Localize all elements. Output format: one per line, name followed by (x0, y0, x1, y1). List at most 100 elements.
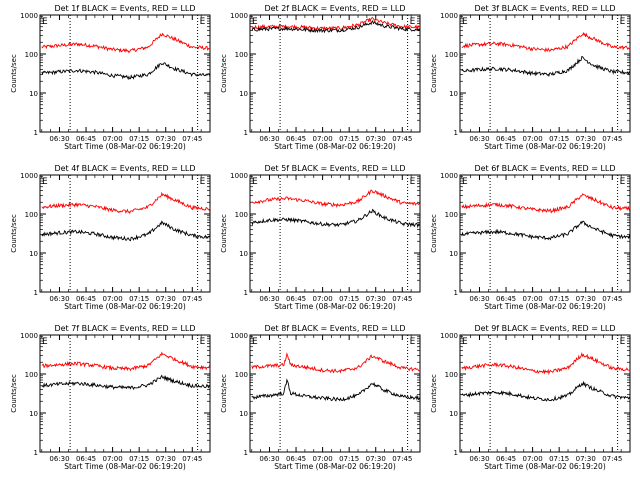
y-tick-label: 10 (239, 410, 248, 418)
events-series-line (461, 56, 631, 78)
y-tick-label: 1000 (20, 332, 38, 340)
x-tick-label: 06:45 (496, 135, 516, 143)
x-axis-label: Start Time (08-Mar-02 06:19:20) (484, 302, 606, 311)
x-axis-label: Start Time (08-Mar-02 06:19:20) (274, 462, 396, 471)
x-tick-label: 06:45 (76, 455, 96, 463)
x-tick-label: 07:00 (313, 455, 333, 463)
x-tick-label: 06:30 (469, 295, 489, 303)
x-tick-label: 07:30 (156, 295, 176, 303)
annotation-label: E (620, 337, 626, 347)
y-tick-label: 10 (29, 410, 38, 418)
annotation-label: E (200, 337, 206, 347)
y-tick-label: 100 (445, 211, 458, 219)
plot-title: Det 6f BLACK = Events, RED = LLD (474, 164, 615, 173)
plot-title: Det 8f BLACK = Events, RED = LLD (264, 324, 405, 333)
y-tick-label: 1 (454, 449, 458, 457)
plot-frame (39, 174, 211, 293)
lld-series-line (251, 17, 421, 32)
x-tick-label: 07:45 (182, 135, 202, 143)
detector-plot-9: Det 9f BLACK = Events, RED = LLD 1 10 100 10… (430, 324, 631, 471)
plot-frame (459, 174, 631, 293)
x-tick-label: 07:00 (103, 135, 123, 143)
x-tick-label: 07:45 (182, 295, 202, 303)
y-tick-label: 1 (454, 129, 458, 137)
annotation-label: E (620, 177, 626, 187)
events-series-line (41, 220, 211, 242)
events-series-line (251, 208, 421, 229)
annotation-label: E (410, 17, 416, 27)
x-tick-label: 07:15 (549, 455, 569, 463)
y-axis-label: Counts/sec (10, 54, 18, 93)
detector-plot-7: Det 7f BLACK = Events, RED = LLD 1 10 100 10… (10, 324, 211, 471)
x-tick-label: 07:15 (129, 295, 149, 303)
x-tick-label: 06:45 (286, 295, 306, 303)
x-tick-label: 07:30 (576, 455, 596, 463)
events-series-line (461, 380, 631, 402)
y-axis-label: Counts/sec (430, 214, 438, 253)
x-tick-label: 06:30 (259, 295, 279, 303)
x-tick-label: 06:30 (469, 455, 489, 463)
x-tick-label: 06:30 (49, 295, 69, 303)
x-axis-label: Start Time (08-Mar-02 06:19:20) (274, 142, 396, 151)
detector-plot-2: Det 2f BLACK = Events, RED = LLD 1 10 100 10… (220, 4, 421, 151)
y-tick-label: 100 (235, 371, 248, 379)
x-tick-label: 07:15 (339, 295, 359, 303)
y-tick-label: 1000 (440, 172, 458, 180)
plot-title: Det 2f BLACK = Events, RED = LLD (264, 4, 405, 13)
x-tick-label: 06:30 (49, 455, 69, 463)
x-tick-label: 07:00 (523, 295, 543, 303)
plot-frame (459, 14, 631, 133)
y-axis-label: Counts/sec (430, 374, 438, 413)
x-tick-label: 06:30 (49, 135, 69, 143)
y-tick-label: 1000 (20, 12, 38, 20)
annotation-label: E (200, 177, 206, 187)
lld-series-line (251, 352, 421, 374)
y-axis-label: Counts/sec (220, 374, 228, 413)
annotation-label: E (462, 337, 468, 347)
y-tick-label: 100 (25, 211, 38, 219)
y-tick-label: 1000 (440, 332, 458, 340)
x-tick-label: 07:30 (366, 135, 386, 143)
y-tick-label: 100 (25, 51, 38, 59)
plot-title: Det 5f BLACK = Events, RED = LLD (264, 164, 405, 173)
plot-frame (249, 174, 421, 293)
x-tick-label: 07:45 (392, 295, 412, 303)
x-tick-label: 07:30 (366, 295, 386, 303)
plot-title: Det 9f BLACK = Events, RED = LLD (474, 324, 615, 333)
x-tick-label: 07:30 (156, 135, 176, 143)
x-tick-label: 07:45 (602, 135, 622, 143)
y-tick-label: 1 (244, 129, 248, 137)
plot-title: Det 1f BLACK = Events, RED = LLD (54, 4, 195, 13)
x-tick-label: 07:45 (182, 455, 202, 463)
lld-series-line (461, 193, 631, 214)
x-tick-label: 07:00 (313, 135, 333, 143)
detector-plot-6: Det 6f BLACK = Events, RED = LLD 1 10 100 10… (430, 164, 631, 311)
y-tick-label: 100 (445, 51, 458, 59)
x-tick-label: 07:00 (103, 455, 123, 463)
x-tick-label: 07:00 (313, 295, 333, 303)
x-tick-label: 07:15 (129, 135, 149, 143)
x-tick-label: 06:45 (286, 135, 306, 143)
x-axis-label: Start Time (08-Mar-02 06:19:20) (64, 302, 186, 311)
annotation-label: E (462, 177, 468, 187)
y-tick-label: 10 (239, 250, 248, 258)
annotation-label: E (42, 177, 48, 187)
y-tick-label: 1 (34, 129, 38, 137)
y-tick-label: 1 (244, 289, 248, 297)
x-tick-label: 07:15 (549, 135, 569, 143)
x-tick-label: 06:45 (76, 135, 96, 143)
annotation-label: E (42, 17, 48, 27)
events-series-line (41, 374, 211, 391)
lld-series-line (41, 32, 211, 54)
x-tick-label: 07:15 (339, 455, 359, 463)
annotation-label: E (252, 177, 258, 187)
x-tick-label: 06:45 (496, 295, 516, 303)
y-tick-label: 1 (34, 289, 38, 297)
x-tick-label: 07:30 (576, 295, 596, 303)
lld-series-line (461, 31, 631, 53)
annotation-label: E (252, 337, 258, 347)
detector-plot-5: Det 5f BLACK = Events, RED = LLD 1 10 100 10… (220, 164, 421, 311)
y-tick-label: 10 (239, 90, 248, 98)
y-axis-label: Counts/sec (220, 214, 228, 253)
y-tick-label: 100 (235, 51, 248, 59)
